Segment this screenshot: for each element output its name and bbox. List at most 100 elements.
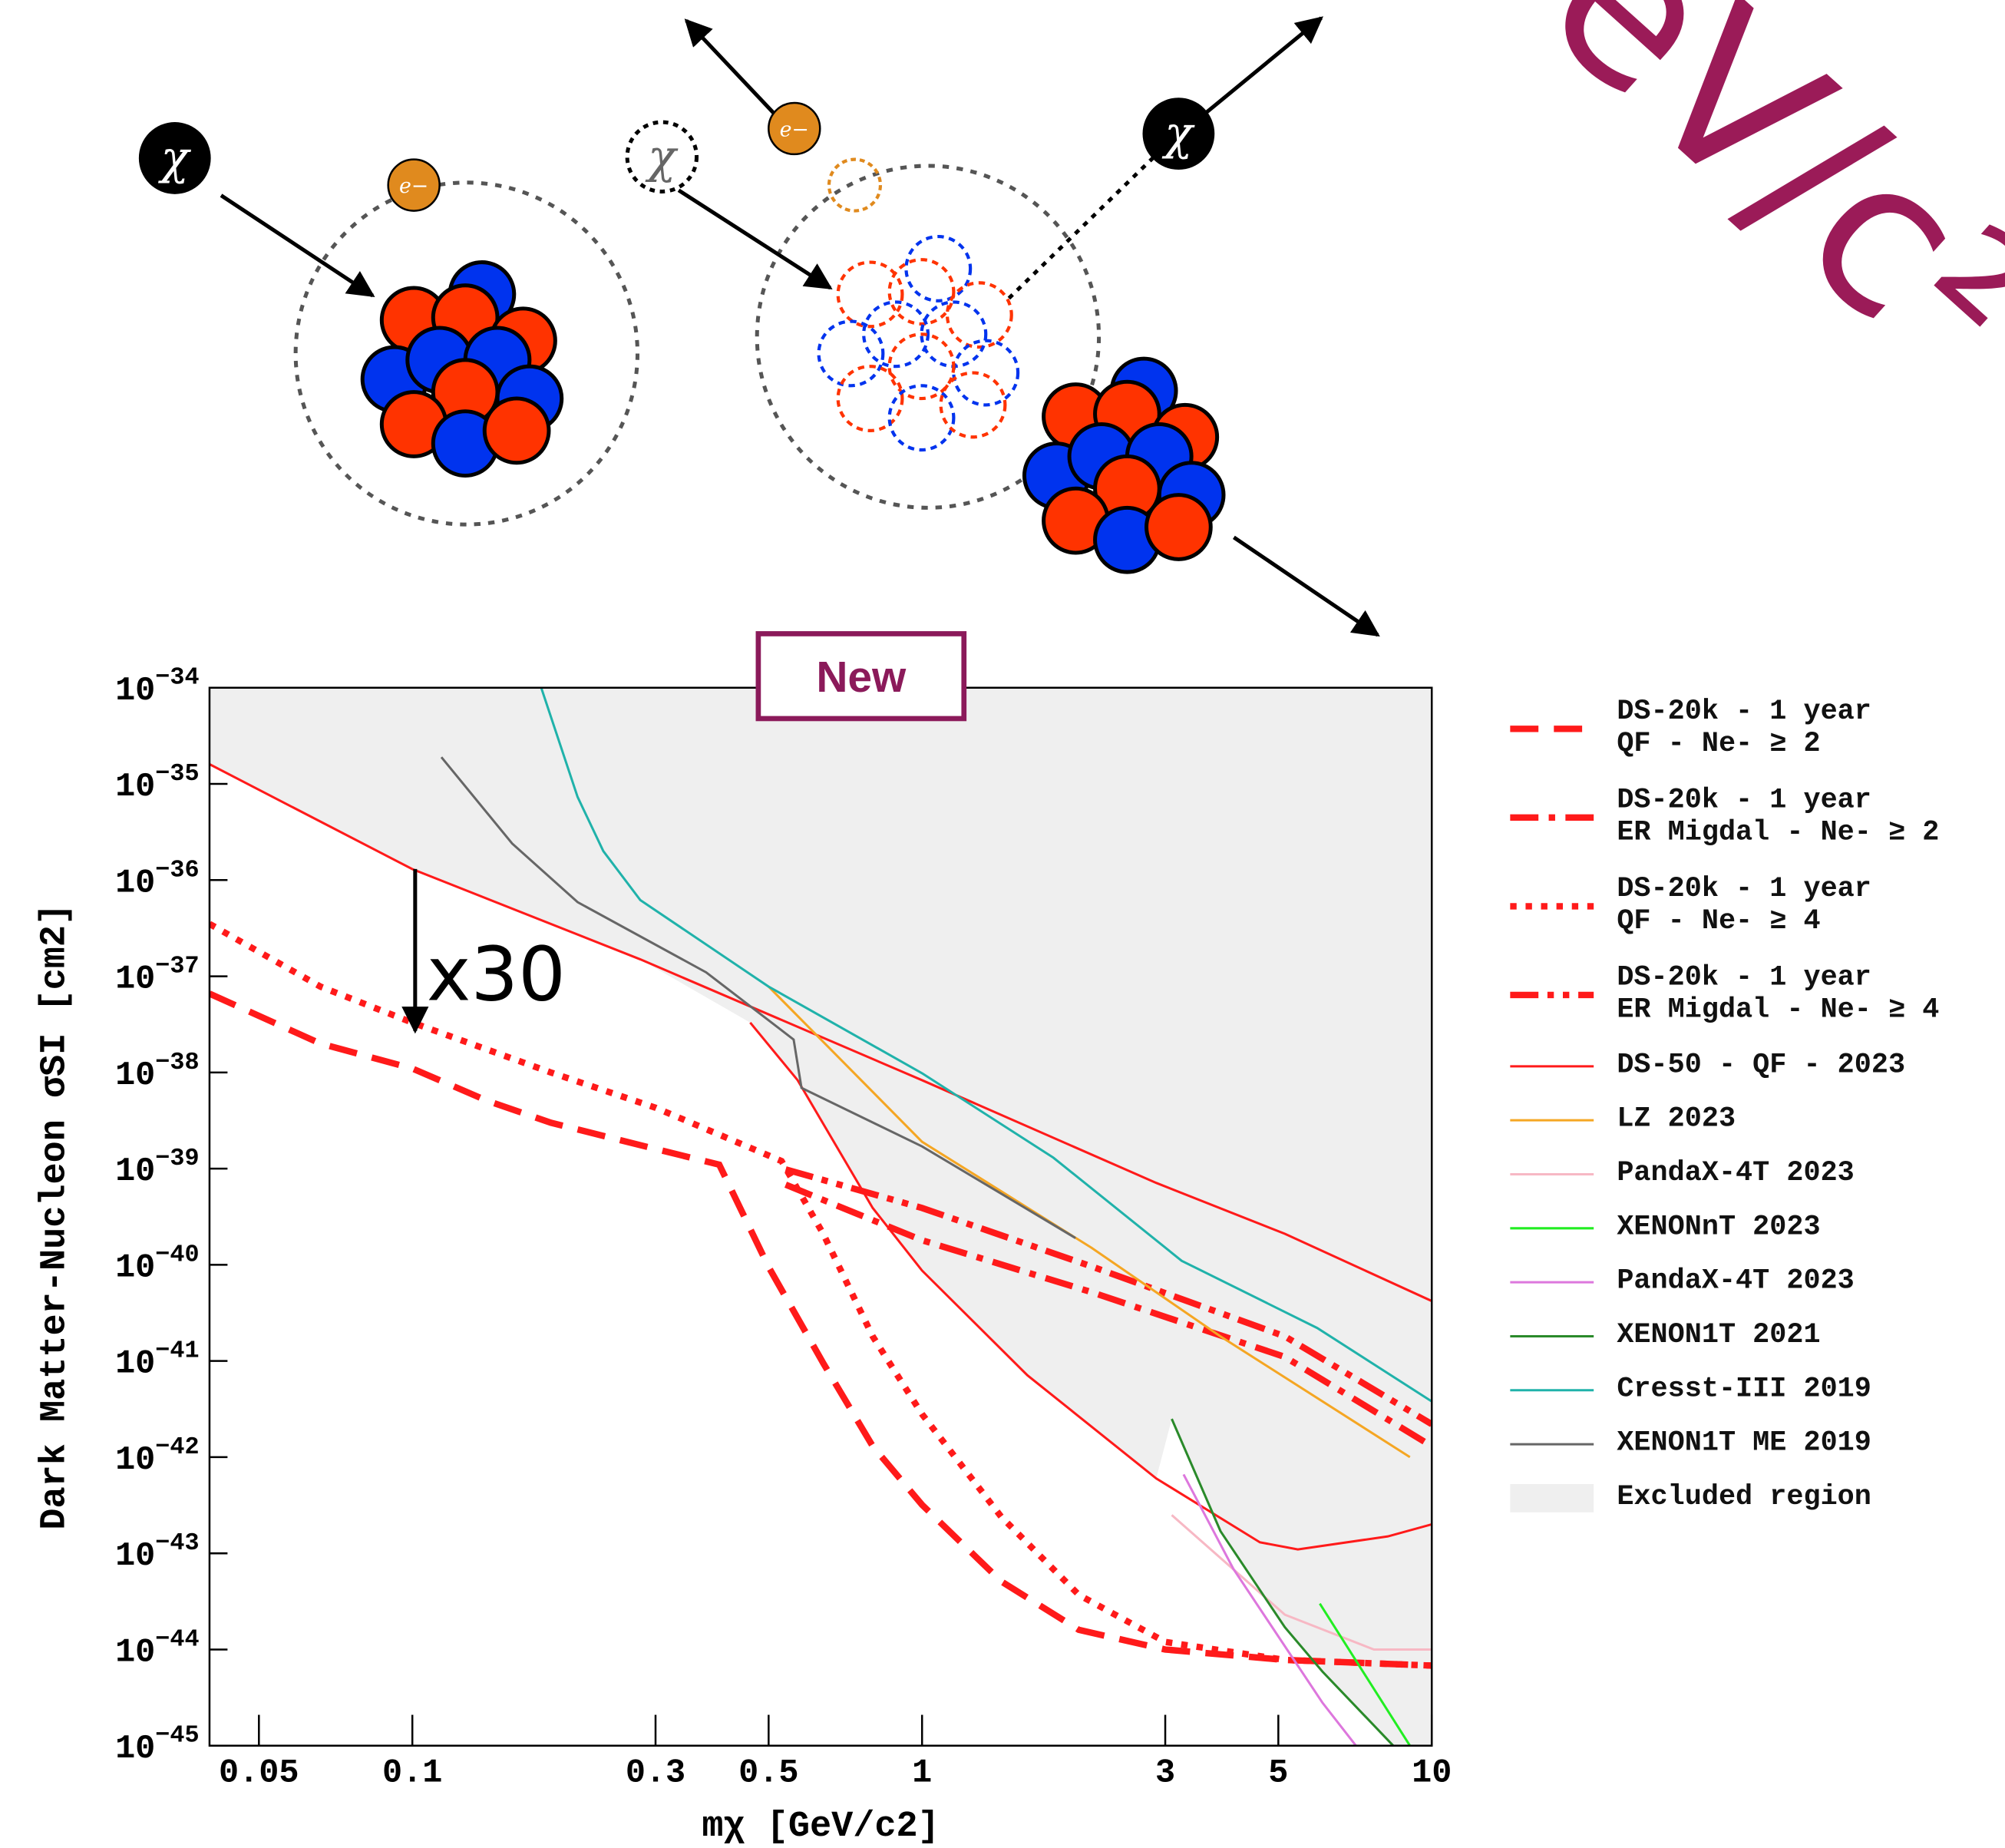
arrow	[220, 193, 375, 298]
legend-item: LZ 2023	[1617, 1103, 1736, 1136]
legend-label: DS-20k - 1 year ER Migdal - Ne- ≥ 4	[1617, 961, 1940, 1026]
x-tick-label: 5	[1268, 1755, 1288, 1793]
nucleon	[862, 300, 930, 369]
wimp	[138, 122, 211, 194]
nucleon	[945, 281, 1013, 349]
legend-label: XENON1T ME 2019	[1617, 1426, 1871, 1460]
electron-label: e−	[399, 174, 428, 198]
series-line	[209, 990, 1432, 1669]
y-tick-label: 10−43	[115, 1529, 199, 1575]
electron	[387, 158, 441, 212]
badge: New	[816, 653, 907, 702]
wimp-label: χ	[1161, 107, 1195, 160]
legend-label: DS-20k - 1 year QF - Ne- ≥ 2	[1617, 695, 1871, 760]
legend-item: Excluded region	[1617, 1480, 1871, 1513]
series-line	[1182, 1473, 1357, 1746]
legend-label: Excluded region	[1617, 1480, 1871, 1513]
diagram: GeV/c² χ χ χ e− e−	[138, 0, 2005, 637]
x-tick-label: 10	[1412, 1755, 1452, 1793]
series-line	[768, 985, 1411, 1459]
nucleon	[939, 371, 1007, 439]
y-axis-label: Dark Matter-Nucleon σSI [cm2]	[35, 904, 76, 1530]
badge-box	[755, 631, 967, 722]
wimp-label: χ	[157, 131, 191, 185]
nucleon	[904, 234, 973, 302]
nucleon	[1145, 493, 1213, 561]
x-tick-label: 1	[912, 1755, 932, 1793]
y-tick-label: 10−45	[115, 1722, 199, 1768]
legend-label: LZ 2023	[1617, 1103, 1736, 1136]
legend-label: XENONnT 2023	[1617, 1211, 1821, 1244]
series-line	[784, 1166, 1432, 1427]
nucleon	[952, 339, 1020, 407]
y-tick-label: 10−35	[115, 760, 199, 806]
series-line	[440, 756, 1076, 1239]
legend-swatch	[1510, 1484, 1594, 1512]
plot: 10−34 10−35 10−36 10−37 10−38 10−39 10−40 10−41…	[35, 631, 1452, 1847]
legend-item: DS-20k - 1 year QF - Ne- ≥ 2	[1617, 695, 1871, 760]
y-tick-label: 10−36	[115, 856, 199, 902]
y-tick-label: 10−42	[115, 1433, 199, 1479]
arrow	[1232, 535, 1380, 637]
mass-unit-watermark: GeV/c²	[1380, 0, 2005, 425]
legend-label: Cresst-III 2019	[1617, 1373, 1871, 1406]
legend-item: Cresst-III 2019	[1617, 1373, 1871, 1406]
x-tick-label: 0.05	[219, 1755, 299, 1793]
y-tick-label: 10−34	[115, 664, 199, 710]
nucleon	[817, 319, 885, 388]
legend-item: XENONnT 2023	[1617, 1211, 1821, 1244]
series-line	[784, 1182, 1432, 1450]
arrow	[684, 18, 775, 115]
legend-item: DS-20k - 1 year QF - Ne- ≥ 4	[1617, 872, 1871, 937]
series-line	[209, 763, 1432, 1551]
atom-orbit	[755, 164, 1102, 510]
nucleon	[887, 332, 956, 401]
legend-item: DS-20k - 1 year ER Migdal - Ne- ≥ 4	[1617, 961, 1940, 1026]
series-line	[1319, 1602, 1412, 1746]
legend-item: PandaX-4T 2023	[1617, 1156, 1855, 1189]
legend-item: XENON1T 2021	[1617, 1318, 1821, 1351]
factor-label: x30	[427, 931, 566, 1018]
dashed-path	[1007, 153, 1158, 300]
electron	[827, 157, 883, 213]
atom-orbit	[293, 180, 640, 527]
wimp-label: χ	[645, 130, 679, 183]
nucleon	[887, 384, 956, 452]
x-tick-label: 0.5	[738, 1755, 798, 1793]
nucleon	[482, 396, 551, 465]
legend-label: XENON1T 2021	[1617, 1318, 1821, 1351]
legend-item: PandaX-4T 2023	[1617, 1265, 1855, 1298]
legend-item: DS-50 - QF - 2023	[1617, 1049, 1906, 1082]
nucleon	[887, 258, 956, 326]
excluded-region	[209, 687, 1432, 1746]
legend-label: PandaX-4T 2023	[1617, 1156, 1855, 1189]
x-tick-label: 0.1	[382, 1755, 442, 1793]
nucleon	[836, 260, 904, 329]
series-line	[1171, 1418, 1395, 1746]
nucleon	[920, 300, 988, 369]
x-tick-label: 3	[1155, 1755, 1175, 1793]
legend: DS-20k - 1 year QF - Ne- ≥ 2 DS-20k - 1 y…	[1510, 695, 1940, 1513]
legend-item: DS-20k - 1 year ER Migdal - Ne- ≥ 2	[1617, 784, 1940, 849]
x-axis-label: mχ [GeV/c2]	[702, 1807, 939, 1847]
arrow	[677, 188, 833, 290]
x-tick-label: 0.3	[626, 1755, 685, 1793]
nucleon	[836, 365, 904, 432]
series-line	[209, 921, 1432, 1669]
arrow	[1204, 16, 1323, 115]
legend-label: DS-20k - 1 year ER Migdal - Ne- ≥ 2	[1617, 784, 1940, 849]
series-line	[1171, 1514, 1432, 1651]
electron-label: e−	[780, 117, 809, 141]
series-line	[540, 687, 1432, 1403]
wimp	[625, 120, 699, 193]
legend-label: DS-50 - QF - 2023	[1617, 1049, 1906, 1082]
y-tick-label: 10−40	[115, 1241, 199, 1287]
y-tick-label: 10−38	[115, 1049, 199, 1095]
wimp	[1142, 98, 1215, 170]
legend-label: PandaX-4T 2023	[1617, 1265, 1855, 1298]
electron	[768, 101, 821, 156]
legend-label: DS-20k - 1 year QF - Ne- ≥ 4	[1617, 872, 1871, 937]
y-tick-label: 10−37	[115, 953, 199, 999]
